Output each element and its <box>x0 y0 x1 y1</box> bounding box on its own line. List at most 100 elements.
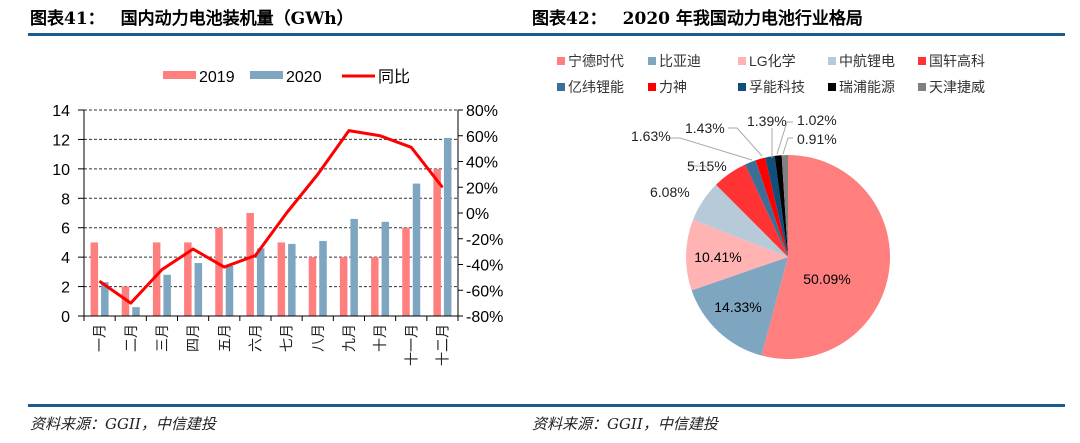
pie-value-label: 1.43% <box>685 120 725 136</box>
bar-2019 <box>184 242 192 316</box>
yoy-point <box>223 266 225 268</box>
leader-line <box>782 137 793 155</box>
bar-2019 <box>246 213 254 316</box>
pie-slice <box>765 155 788 257</box>
legend-swatch <box>648 83 656 91</box>
bar-2019 <box>90 242 99 316</box>
legend-label: 比亚迪 <box>659 53 701 69</box>
legend-label: 力神 <box>659 79 687 95</box>
bar-2020 <box>132 307 140 316</box>
bar-2019 <box>215 227 223 316</box>
right-axis-tick-label: 0% <box>466 206 489 223</box>
x-axis-label: 五月 <box>216 324 232 352</box>
left-axis-tick-label: 12 <box>52 132 70 149</box>
leader-line <box>728 127 763 157</box>
pie-value-label: 10.41% <box>694 249 741 265</box>
legend-label: LG化学 <box>749 53 796 69</box>
x-axis-label: 二月 <box>123 324 139 352</box>
legend-label: 亿纬锂能 <box>568 79 624 95</box>
yoy-point <box>410 146 412 148</box>
left-chart-title: 图表41： 国内动力电池装机量（GWh） <box>30 4 354 29</box>
left-title-text: 国内动力电池装机量（GWh） <box>120 9 354 29</box>
pie-value-label: 14.33% <box>714 299 761 315</box>
yoy-point <box>130 302 132 304</box>
yoy-point <box>99 280 101 282</box>
legend-swatch-2020 <box>250 71 283 79</box>
bar-2020 <box>381 221 390 316</box>
left-axis-tick-label: 14 <box>52 103 70 120</box>
legend-swatch-2019 <box>163 71 196 79</box>
legend-swatch <box>648 57 656 65</box>
yoy-point <box>317 173 319 175</box>
yoy-point <box>254 254 256 256</box>
leader-line <box>668 137 753 161</box>
pie-value-label: 6.08% <box>650 184 690 200</box>
left-axis-tick-label: 8 <box>61 191 70 208</box>
legend-swatch <box>828 83 836 91</box>
right-axis-tick-label: -60% <box>466 283 503 300</box>
x-axis-label: 七月 <box>279 324 295 352</box>
right-axis-tick-label: 80% <box>466 103 498 120</box>
left-title-prefix: 图表41： <box>30 9 105 29</box>
yoy-point <box>192 248 194 250</box>
right-title-prefix: 图表42： <box>532 9 607 29</box>
pie-slice <box>761 155 890 359</box>
pie-value-label: 1.63% <box>631 128 671 144</box>
x-axis-label: 一月 <box>92 324 108 352</box>
legend-swatch <box>918 57 926 65</box>
pie-slice <box>686 219 788 291</box>
legend-swatch <box>918 83 926 91</box>
legend-swatch <box>557 83 565 91</box>
right-source-note: 资料来源：GGII，中信建投 <box>532 415 718 433</box>
left-axis-tick-label: 0 <box>61 309 70 326</box>
left-axis-tick-label: 6 <box>61 221 70 238</box>
x-axis-label: 六月 <box>247 324 263 352</box>
bar-line-chart: 0 2 4 6 8 10 12 14 -80% -60% -40% -20% 0% 20% 40% 60% 80… <box>52 68 503 366</box>
bar-2019 <box>402 227 410 316</box>
right-chart-title: 图表42： 2020 年我国动力电池行业格局 <box>532 4 863 29</box>
bar-2020 <box>288 243 296 316</box>
x-axis-label: 四月 <box>185 324 201 352</box>
bar-2019 <box>433 168 441 316</box>
pie-value-label: 5.15% <box>687 158 727 174</box>
bar-2020 <box>101 282 109 316</box>
legend-swatch <box>557 57 565 65</box>
bar-2019 <box>277 242 286 316</box>
legend-label: 同比 <box>378 68 410 86</box>
legend-label: 2020 <box>286 69 322 86</box>
pie-value-label: 1.39% <box>747 113 787 129</box>
x-axis-label: 九月 <box>341 324 357 352</box>
bar-2019 <box>308 257 317 316</box>
left-source-note: 资料来源：GGII，中信建投 <box>30 415 216 433</box>
bar-2020 <box>319 240 327 316</box>
legend-swatch <box>738 57 746 65</box>
leader-line <box>688 165 710 170</box>
yoy-point <box>379 135 381 137</box>
x-axis-label: 十一月 <box>403 324 419 366</box>
right-axis-tick-label: -20% <box>466 232 503 249</box>
right-axis-tick-label: 20% <box>466 180 498 197</box>
legend-label: 中航锂电 <box>839 53 895 69</box>
yoy-point <box>348 130 350 132</box>
legend-label: 瑞浦能源 <box>839 79 895 95</box>
yoy-line <box>98 129 444 305</box>
right-axis-tick-label: -80% <box>466 309 503 326</box>
right-axis-tick-label: 40% <box>466 155 498 172</box>
yoy-point <box>286 212 288 214</box>
pie-value-label: 50.09% <box>803 271 850 287</box>
pie-value-label: 1.02% <box>797 112 837 128</box>
bar-2019 <box>339 257 348 316</box>
legend-label: 宁德时代 <box>568 53 624 69</box>
pie-slice <box>745 160 788 257</box>
bar-2020 <box>225 265 234 316</box>
bar-2020 <box>350 218 358 316</box>
x-axis-label: 十月 <box>372 324 388 352</box>
footer-rule <box>28 404 1065 407</box>
pie-slice <box>781 155 788 257</box>
x-axis-label: 十二月 <box>434 324 450 366</box>
left-axis-tick-label: 10 <box>52 162 70 179</box>
header-rule <box>28 33 1065 36</box>
bar-2019 <box>371 257 379 316</box>
left-axis-tick-label: 2 <box>61 280 70 297</box>
